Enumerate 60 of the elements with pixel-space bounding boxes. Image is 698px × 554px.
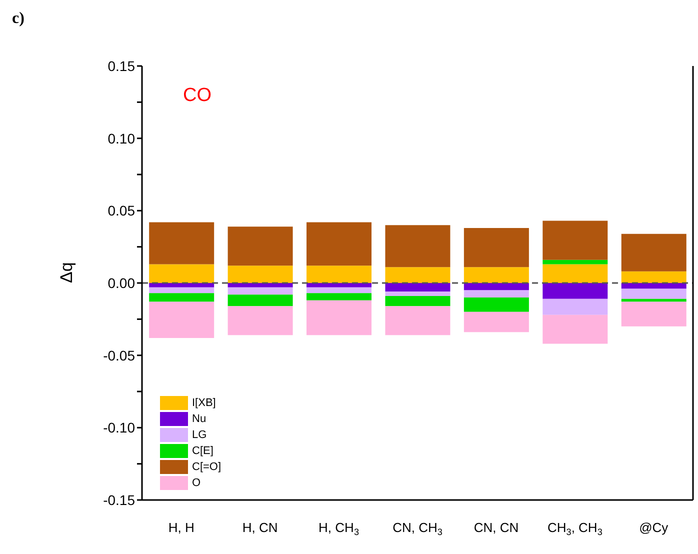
text: c) (12, 10, 24, 28)
bar (464, 290, 529, 298)
bar (306, 222, 372, 266)
bar (306, 300, 372, 336)
bar (464, 297, 529, 312)
x-tick-label: H, H (168, 520, 194, 535)
bar (464, 312, 529, 332)
bar (621, 302, 686, 326)
bar (228, 287, 293, 295)
bar (228, 266, 293, 283)
y-tick-label: 0.00 (108, 274, 136, 291)
bar (542, 260, 608, 264)
bar (149, 293, 214, 302)
x-tick-label: CN, CH$_{3}$ (392, 520, 442, 538)
bar (542, 314, 608, 344)
legend-label: Nu (192, 413, 206, 425)
x-tick-label: @Cy (639, 520, 669, 535)
bar (228, 294, 293, 306)
y-tick-label: 0.05 (108, 202, 136, 219)
bar (306, 287, 372, 294)
bar (385, 296, 450, 306)
bar (464, 267, 529, 283)
bar (542, 283, 608, 299)
y-axis-title: Δq (57, 262, 76, 283)
bar (464, 228, 529, 268)
bar (385, 267, 450, 283)
y-tick-label: -0.05 (103, 347, 136, 364)
bar (385, 283, 450, 292)
bar (306, 293, 372, 300)
x-tick-label: CH$_{3}$, CH$_{3}$ (547, 520, 602, 538)
legend-label: LG (192, 429, 207, 441)
bar (621, 271, 686, 283)
bar (149, 302, 214, 338)
annotation: CO (183, 85, 212, 107)
bar (542, 298, 608, 315)
bar (228, 306, 293, 336)
bar (149, 222, 214, 264)
y-tick-label: 0.10 (108, 130, 136, 146)
bar (385, 225, 450, 268)
x-tick-label: H, CN (242, 520, 278, 535)
bar (542, 220, 608, 260)
legend-label: C[E] (192, 445, 214, 457)
bar (621, 234, 686, 272)
x-tick-label: CN, CN (474, 520, 519, 535)
y-tick-label: -0.15 (103, 492, 136, 508)
bar (306, 266, 372, 283)
bar (149, 287, 214, 294)
y-tick-label: -0.10 (103, 420, 136, 436)
bar (149, 264, 214, 283)
bar (542, 264, 608, 283)
legend-label: I[XB] (192, 397, 216, 409)
bar (228, 226, 293, 266)
legend-label: O (192, 477, 201, 489)
bar (385, 306, 450, 336)
bar (621, 298, 686, 302)
legend-label: C[=O] (192, 461, 222, 473)
bar (621, 288, 686, 299)
x-tick-label: H, CH$_{3}$ (318, 520, 360, 538)
bar (385, 292, 450, 296)
y-tick-label: 0.15 (108, 58, 136, 74)
